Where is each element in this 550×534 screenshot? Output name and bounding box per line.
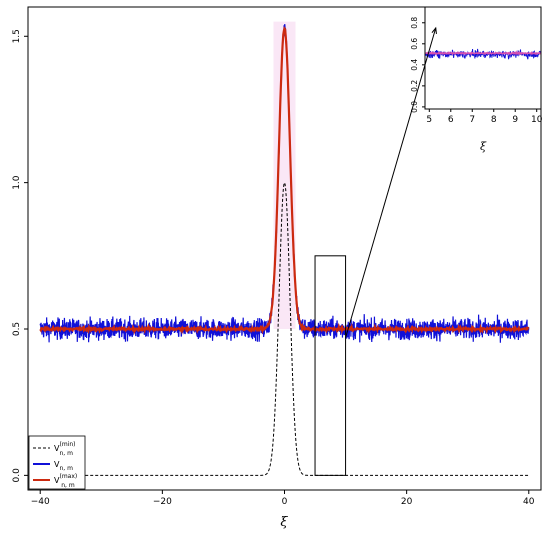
series-line-vmax <box>39 26 530 335</box>
x-tick-label: −20 <box>153 497 172 507</box>
inset-x-axis-title: ξ <box>480 140 487 153</box>
peak-shadow <box>273 21 296 330</box>
zoom-arrow <box>345 27 437 338</box>
inset-x-tick-label: 9 <box>512 115 518 125</box>
inset-x-tick-label: 7 <box>469 115 475 125</box>
x-tick-label: 0 <box>282 497 288 507</box>
y-tick-label: 0.0 <box>12 468 22 483</box>
inset-y-tick-label: 0.2 <box>410 80 419 92</box>
zoom-box <box>314 255 347 476</box>
inset-y-tick-label: 0.8 <box>410 17 419 29</box>
series-line-vmin <box>40 181 529 476</box>
y-tick-label: 1.5 <box>12 29 22 43</box>
x-tick-label: −40 <box>31 497 50 507</box>
inset-x-tick-label: 8 <box>491 115 497 125</box>
inset-plot-frame <box>424 6 542 110</box>
y-tick-label: 0.5 <box>12 322 22 336</box>
x-tick-label: 40 <box>523 497 535 507</box>
main-plot-area <box>39 21 530 476</box>
inset-x-tick-label: 10 <box>531 115 543 125</box>
inset-axes: 5 6 7 8 9 10 0.0 0.2 0.4 0.6 0.8 <box>410 17 543 125</box>
inset-y-tick-label: 0.6 <box>410 38 419 50</box>
inset-series-line-vmax <box>424 50 542 56</box>
x-tick-label: 20 <box>401 497 413 507</box>
zoom-arrow-head <box>431 26 437 35</box>
main-axes: −40 −20 0 20 40 0.0 0.5 1.0 1.5 <box>12 29 535 507</box>
legend: V(min) n, mVn, mV(max) n, m <box>28 435 86 490</box>
inset-x-tick-label: 6 <box>448 115 454 125</box>
inset-y-tick-label: 0.0 <box>410 101 419 113</box>
inset-x-tick-label: 5 <box>426 115 432 125</box>
inset-background <box>425 7 541 109</box>
main-x-axis-title: ξ <box>280 515 288 530</box>
inset-plot-area <box>424 48 542 60</box>
inset-y-tick-label: 0.4 <box>410 59 419 71</box>
y-tick-label: 1.0 <box>12 175 22 190</box>
